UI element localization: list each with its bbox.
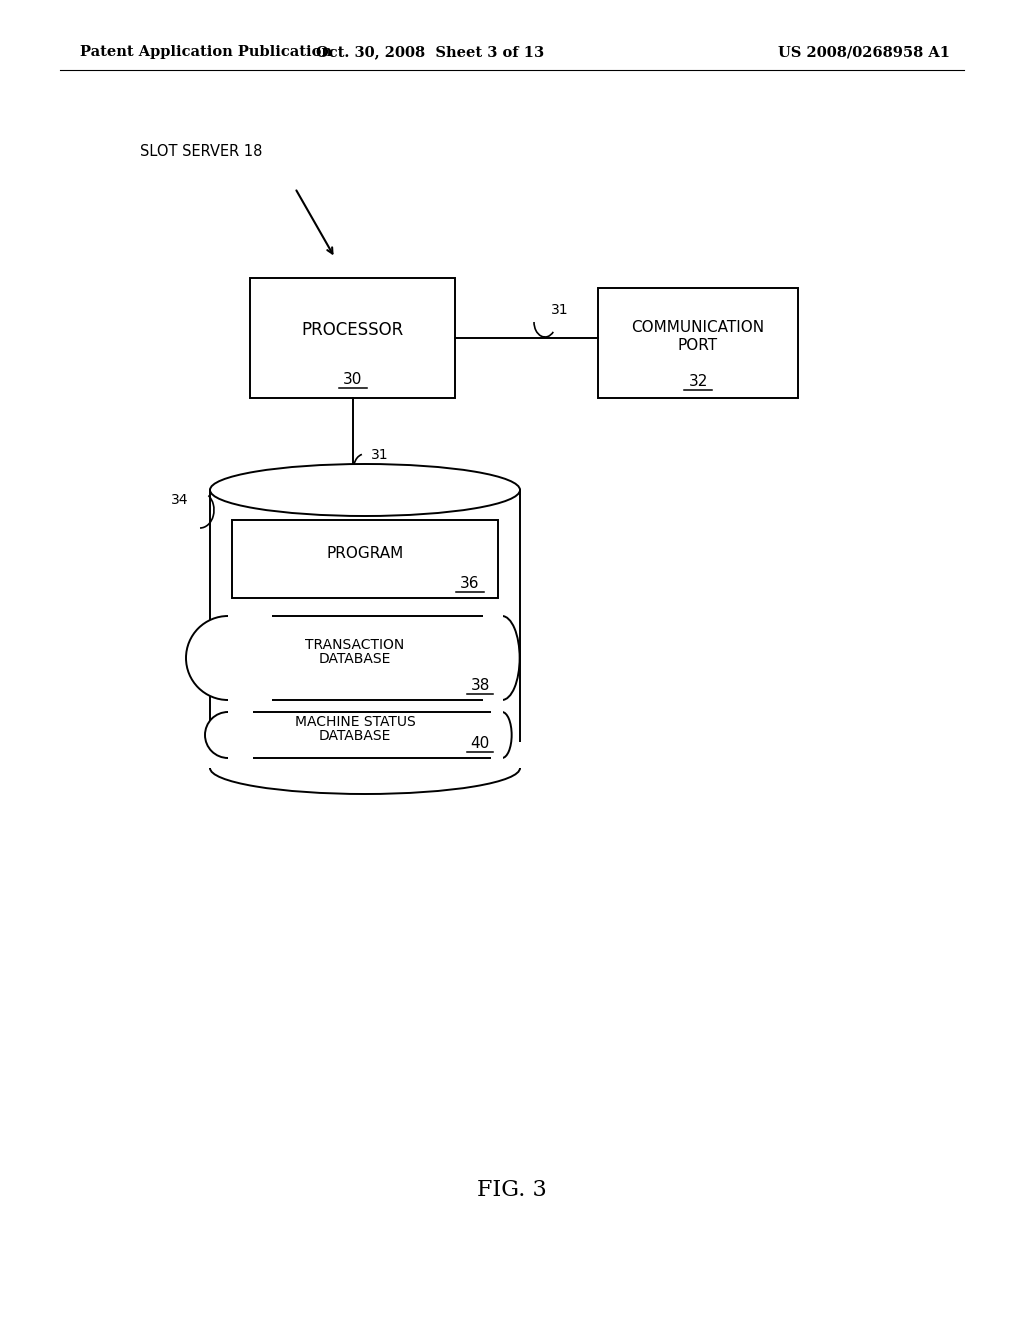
Text: SLOT SERVER 18: SLOT SERVER 18 bbox=[140, 144, 262, 160]
Text: PROGRAM: PROGRAM bbox=[327, 545, 403, 561]
Ellipse shape bbox=[210, 465, 520, 516]
Text: PORT: PORT bbox=[678, 338, 718, 352]
Bar bbox=[210, 490, 520, 768]
Ellipse shape bbox=[210, 742, 520, 795]
Bar bbox=[598, 288, 798, 399]
Text: 32: 32 bbox=[688, 375, 708, 389]
Ellipse shape bbox=[205, 711, 251, 758]
Text: Oct. 30, 2008  Sheet 3 of 13: Oct. 30, 2008 Sheet 3 of 13 bbox=[316, 45, 544, 59]
Bar bbox=[228, 615, 272, 701]
Text: 31: 31 bbox=[551, 304, 568, 317]
Ellipse shape bbox=[493, 711, 512, 758]
Text: TRANSACTION: TRANSACTION bbox=[305, 638, 404, 652]
Ellipse shape bbox=[484, 616, 519, 700]
Ellipse shape bbox=[186, 616, 270, 700]
Bar bbox=[250, 279, 455, 399]
Bar bbox=[483, 615, 503, 701]
Bar bbox=[228, 616, 502, 700]
Text: DATABASE: DATABASE bbox=[318, 729, 391, 743]
Text: 30: 30 bbox=[343, 372, 362, 388]
Text: COMMUNICATION: COMMUNICATION bbox=[632, 319, 765, 334]
Text: 36: 36 bbox=[460, 577, 480, 591]
Bar bbox=[228, 711, 253, 759]
Text: 34: 34 bbox=[171, 492, 188, 507]
Text: Patent Application Publication: Patent Application Publication bbox=[80, 45, 332, 59]
Bar bbox=[208, 742, 522, 768]
Text: US 2008/0268958 A1: US 2008/0268958 A1 bbox=[778, 45, 950, 59]
Text: 31: 31 bbox=[371, 447, 388, 462]
Text: MACHINE STATUS: MACHINE STATUS bbox=[295, 715, 416, 729]
Text: FIG. 3: FIG. 3 bbox=[477, 1179, 547, 1201]
Text: 40: 40 bbox=[470, 737, 489, 751]
Text: DATABASE: DATABASE bbox=[318, 652, 391, 667]
Bar bbox=[232, 520, 498, 598]
Text: 38: 38 bbox=[470, 678, 489, 693]
Bar bbox=[492, 711, 503, 759]
Text: PROCESSOR: PROCESSOR bbox=[301, 321, 403, 339]
Bar bbox=[228, 711, 502, 758]
